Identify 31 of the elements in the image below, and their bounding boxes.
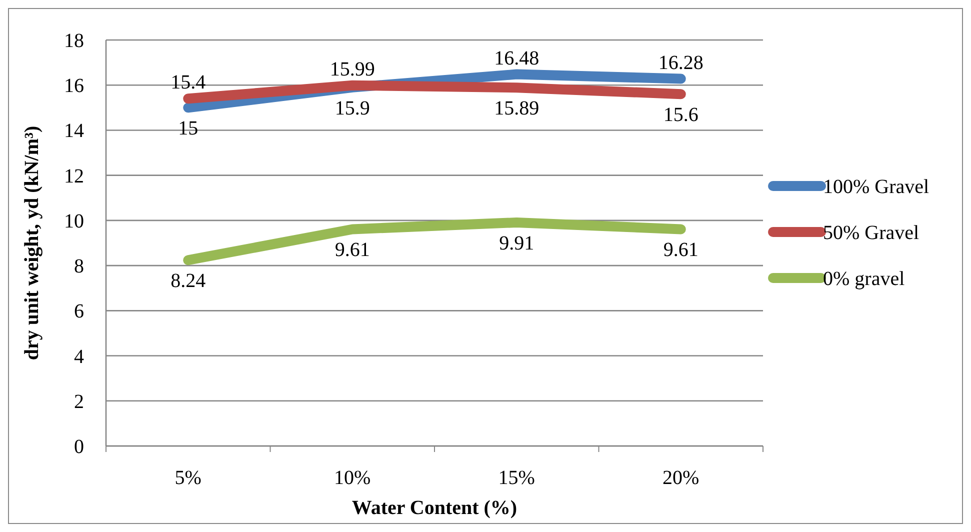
legend-label: 100% Gravel	[823, 176, 930, 198]
data-label: 15.89	[494, 98, 540, 120]
data-label: 8.24	[170, 270, 206, 292]
x-tick-label: 20%	[662, 467, 700, 489]
x-tick-label: 10%	[334, 467, 371, 489]
x-axis-title: Water Content (%)	[352, 497, 518, 519]
y-tick-label: 0	[74, 436, 84, 458]
data-label: 16.28	[658, 52, 704, 74]
y-tick-label: 4	[74, 346, 84, 368]
y-tick-label: 14	[64, 120, 84, 142]
y-tick-label: 10	[64, 210, 84, 232]
data-label: 9.61	[334, 239, 370, 262]
y-tick-label: 12	[64, 165, 84, 188]
y-tick-label: 18	[64, 30, 84, 52]
data-label: 15.6	[663, 104, 698, 126]
data-label: 9.91	[499, 232, 534, 254]
data-label: 15	[178, 118, 198, 140]
y-tick-label: 16	[64, 75, 84, 98]
x-tick-label: 15%	[498, 467, 535, 489]
legend-label: 50% Gravel	[823, 222, 920, 244]
data-label: 15.9	[334, 97, 370, 120]
y-tick-label: 6	[74, 300, 84, 323]
data-label: 9.61	[663, 239, 698, 262]
legend-label: 0% gravel	[823, 268, 906, 290]
y-tick-label: 8	[74, 256, 84, 278]
data-label: 16.48	[494, 47, 540, 70]
y-axis-title: dry unit weight, yd (kN/m³)	[21, 126, 43, 360]
data-label: 15.99	[330, 58, 375, 80]
x-tick-label: 5%	[174, 467, 202, 489]
y-tick-label: 2	[74, 390, 84, 413]
data-label: 15.4	[170, 72, 206, 94]
